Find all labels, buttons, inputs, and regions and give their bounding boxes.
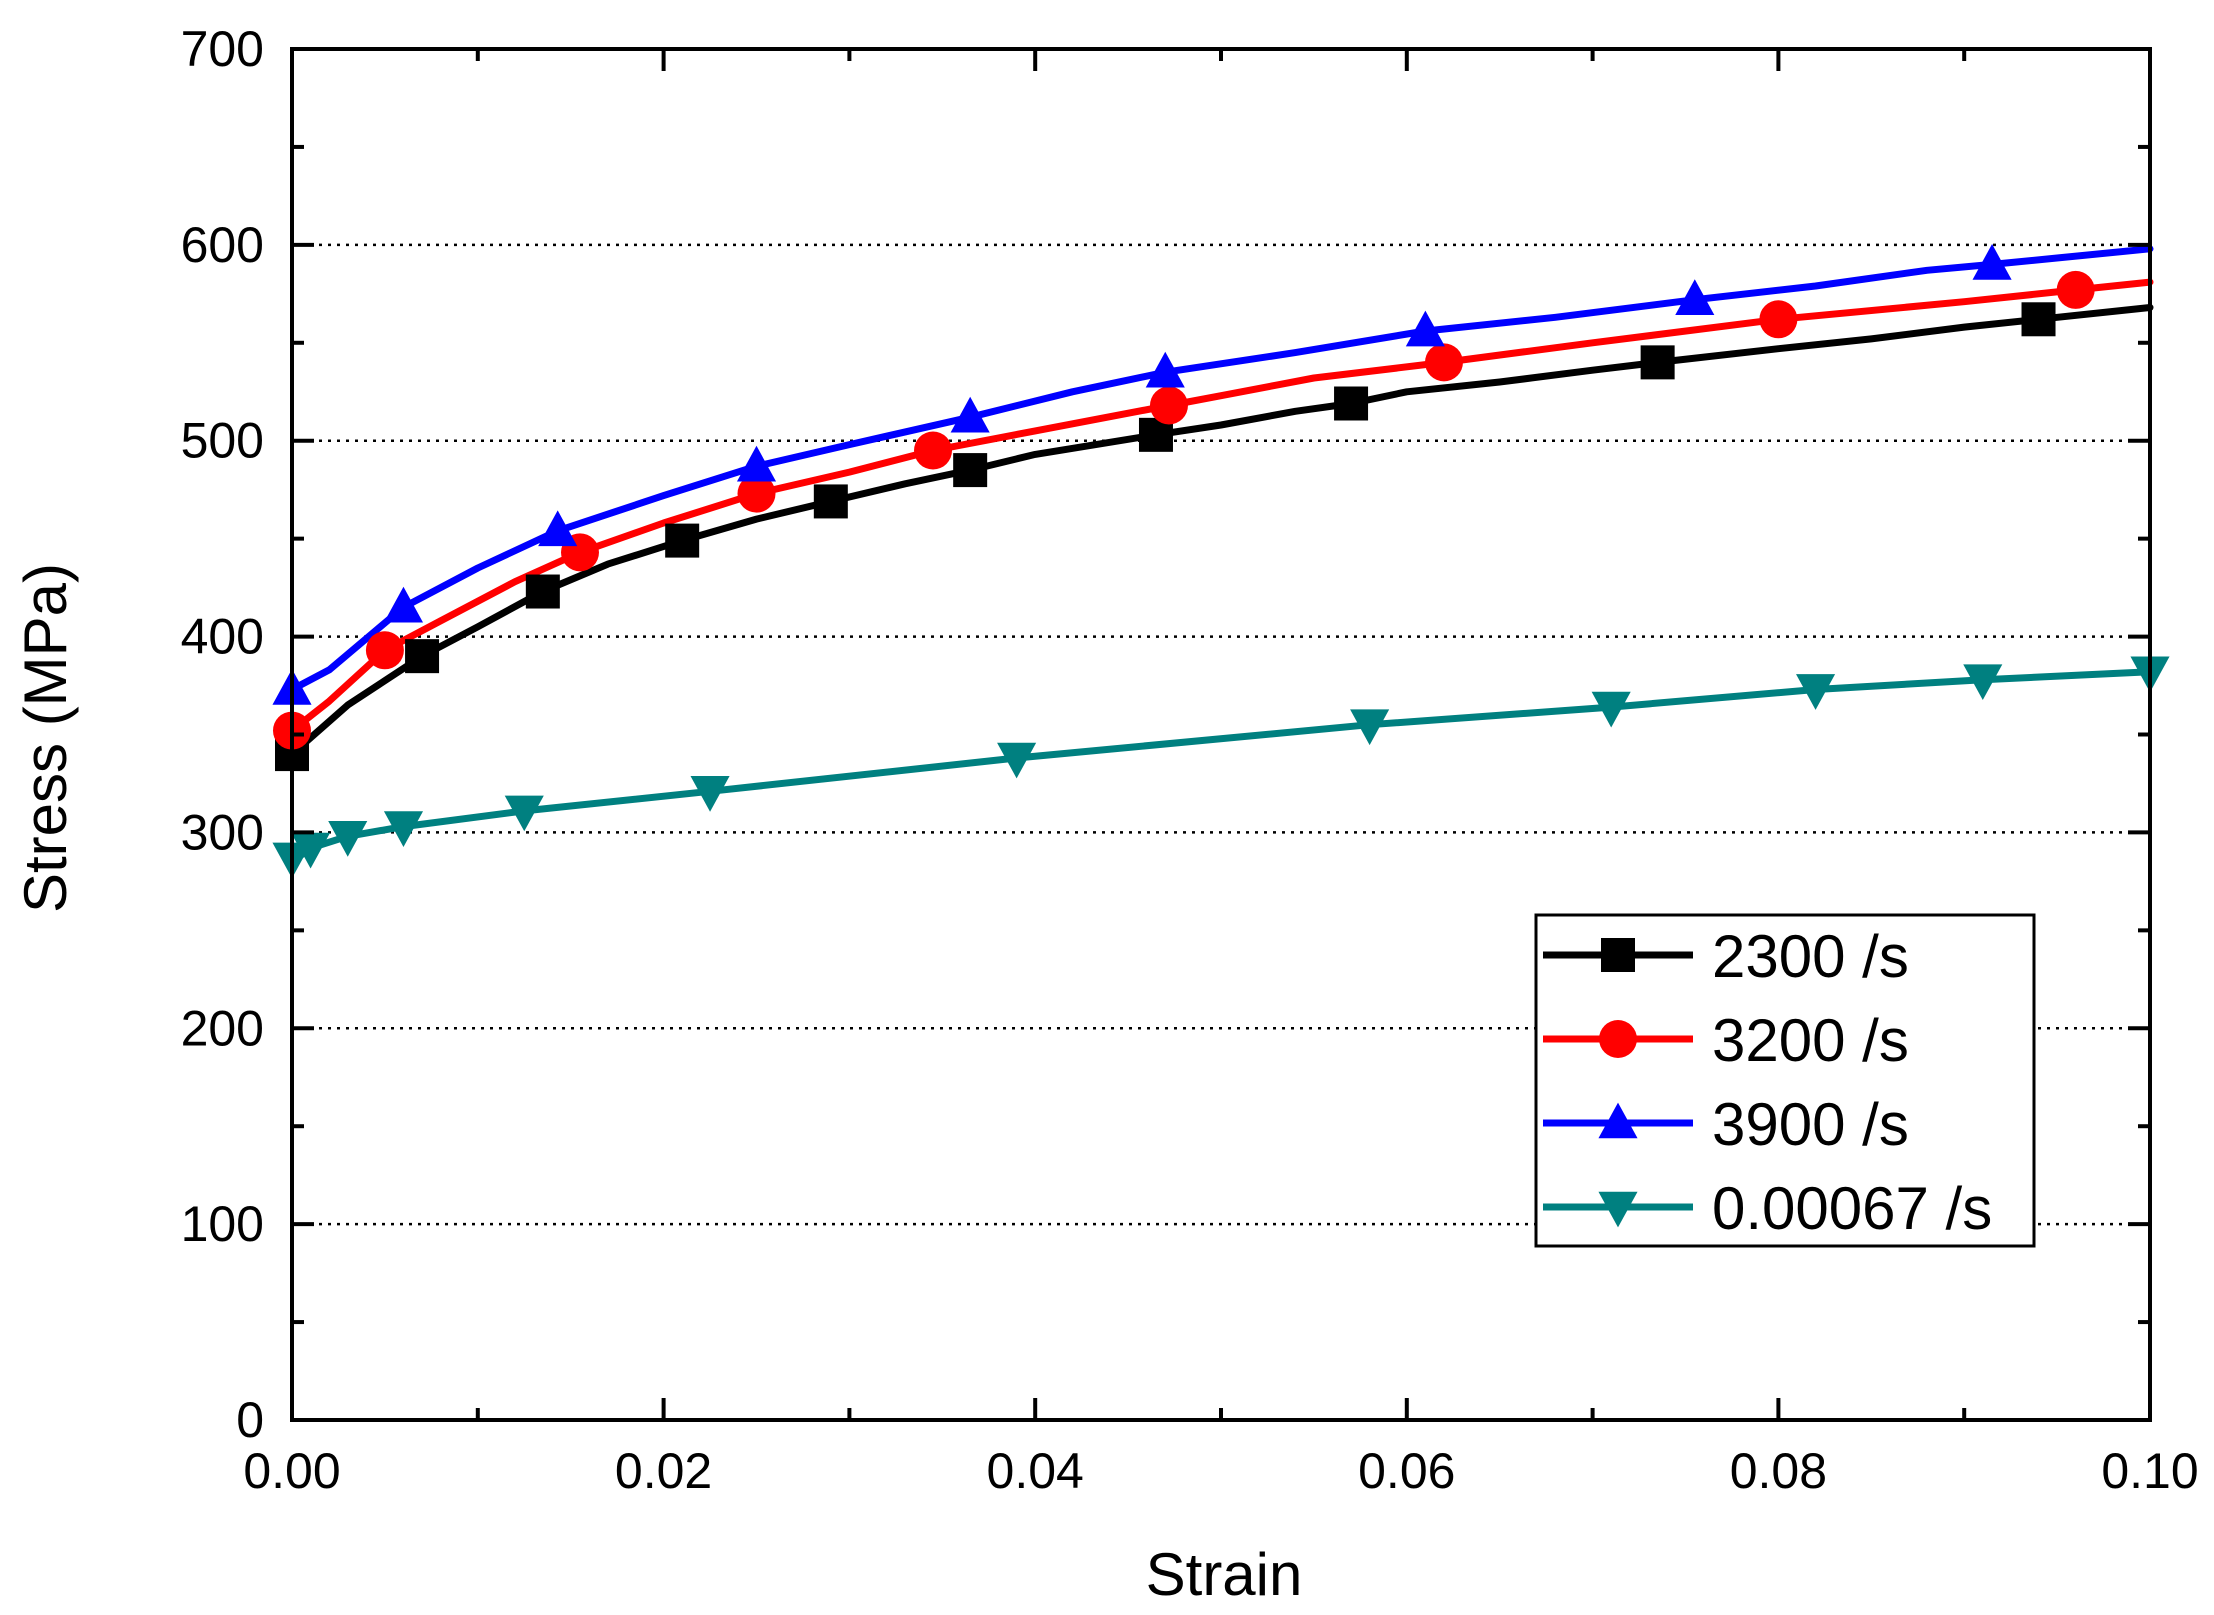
axis-ticks [290, 47, 2152, 1422]
data-point-0 [2021, 302, 2056, 337]
data-point-2 [1405, 310, 1445, 347]
data-point-1 [737, 474, 776, 513]
data-point-3 [690, 775, 730, 812]
y-tick-label: 500 [181, 413, 264, 469]
data-point-0 [953, 453, 988, 488]
data-point-0 [813, 484, 848, 519]
y-tick-label: 700 [181, 21, 264, 77]
y-tick-label: 400 [181, 609, 264, 665]
data-point-0 [665, 523, 700, 558]
x-tick-label: 0.06 [1358, 1443, 1455, 1499]
data-point-2 [1972, 244, 2012, 280]
x-tick-label: 0.04 [987, 1443, 1084, 1499]
data-point-2 [1675, 279, 1715, 315]
data-point-2 [1145, 351, 1185, 388]
y-axis-label: Stress (MPa) [12, 563, 79, 913]
x-tick-label: 0.02 [615, 1443, 712, 1499]
x-tick-label: 0.00 [243, 1443, 340, 1499]
data-point-2 [950, 396, 990, 433]
data-point-2 [538, 510, 578, 547]
data-point-1 [1424, 343, 1463, 382]
legend-items: 2300 /s 3200 /s 3900 /s 0.00067 /s [1543, 923, 1992, 1242]
legend: 2300 /s 3200 /s 3900 /s 0.00067 /s [1534, 913, 2036, 1248]
data-point-3 [1591, 691, 1631, 728]
data-point-1 [1149, 386, 1188, 425]
data-point-3 [383, 811, 424, 847]
data-point-3 [1963, 664, 2003, 701]
x-tick-label: 0.08 [1730, 1443, 1827, 1499]
data-point-0 [405, 639, 440, 674]
legend-label: 2300 /s [1712, 923, 1909, 990]
y-tick-label: 300 [181, 804, 264, 860]
axis-tick-labels: 0 100 200 300 400 500 600 700 0.00 0.02 0.04 0.06 0.… [181, 21, 2199, 1499]
y-tick-label: 200 [181, 1000, 264, 1056]
legend-marker [1599, 1020, 1637, 1058]
data-point-0 [525, 574, 560, 609]
data-point-2 [736, 445, 777, 482]
data-point-3 [1796, 674, 1836, 710]
legend-label: 3200 /s [1712, 1007, 1909, 1074]
legend-marker [1598, 1102, 1638, 1139]
legend-label: 3900 /s [1712, 1091, 1909, 1158]
data-point-1 [914, 431, 953, 470]
data-point-3 [328, 821, 368, 857]
data-point-3 [291, 832, 331, 869]
y-tick-label: 600 [181, 217, 264, 273]
data-point-3 [1350, 709, 1390, 746]
series-markers [272, 244, 2170, 879]
data-point-0 [1334, 386, 1369, 421]
series-line-1 [288, 278, 2154, 735]
data-point-2 [383, 586, 424, 623]
x-tick-label: 0.10 [2101, 1443, 2198, 1499]
data-point-1 [1759, 300, 1798, 339]
legend-marker [1598, 1191, 1638, 1228]
data-point-3 [997, 742, 1037, 779]
legend-label: 0.00067 /s [1712, 1175, 1992, 1242]
y-tick-label: 100 [181, 1196, 264, 1252]
y-tick-label: 0 [236, 1392, 264, 1448]
data-point-1 [2056, 270, 2095, 309]
data-point-3 [504, 795, 544, 832]
legend-marker [1601, 938, 1635, 972]
series-line-2 [288, 245, 2154, 693]
x-axis-label: Strain [1146, 1541, 1303, 1608]
data-point-1 [365, 631, 404, 670]
data-point-0 [1640, 345, 1675, 380]
